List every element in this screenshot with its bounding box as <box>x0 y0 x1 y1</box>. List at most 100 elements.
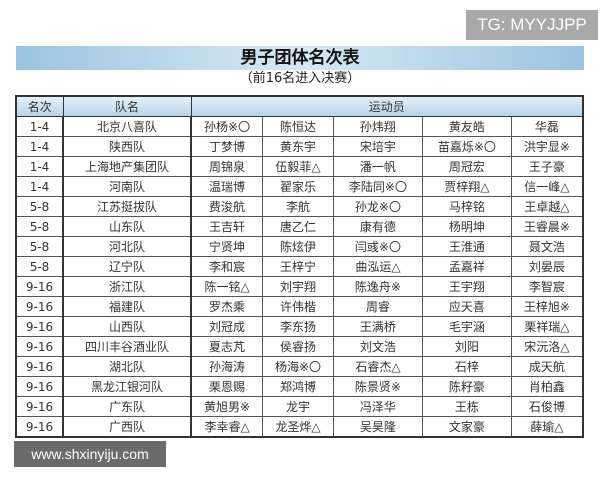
team-cell: 湖北队 <box>62 356 192 377</box>
player-cell: 贾梓翔△ <box>421 176 512 197</box>
header-team: 队名 <box>62 95 192 117</box>
table-row: 5-8 辽宁队 李和宸 王梓宁 曲泓运△ 孟嘉祥 刘晏辰 <box>15 256 584 277</box>
table-row: 9-16 广东队 黄旭男※ 龙宇 冯泽华 王栋 石俊博 <box>15 396 584 417</box>
rank-cell: 9-16 <box>15 336 64 357</box>
ranking-table: 名次 队名 运动员 1-4 北京八喜队 孙杨※〇 陈恒达 孙炜翔 黄友皓 华磊 1-4 陕西队丁… <box>15 95 584 438</box>
player-cell: 石睿杰△ <box>332 356 423 377</box>
watermark-bottom: www.shxinyiju.com <box>14 441 166 467</box>
table-row: 5-8 江苏挺拔队 费浚航 李航 孙龙※〇 马梓铭 王卓越△ <box>15 196 584 217</box>
table-row: 1-4 上海地产集团队 周锦泉 伍毅菲△ 潘一帆 周冠宏 王子豪 <box>15 156 584 177</box>
player-cell: 周冠宏 <box>421 156 512 177</box>
player-cell: 李陆同※〇 <box>332 176 423 197</box>
player-cell: 刘晏辰 <box>510 256 584 277</box>
player-cell: 文家豪 <box>421 416 512 438</box>
player-cell: 康有德 <box>332 216 423 237</box>
team-cell: 广西队 <box>62 416 192 438</box>
team-cell: 福建队 <box>62 296 192 317</box>
player-cell: 宁贤坤 <box>190 236 264 257</box>
player-cell: 唐乙仁 <box>262 216 334 237</box>
team-cell: 四川丰谷酒业队 <box>62 336 192 357</box>
team-cell: 江苏挺拔队 <box>62 196 192 217</box>
player-cell: 费浚航 <box>190 196 264 217</box>
player-cell: 陈逸舟※ <box>332 276 423 297</box>
player-cell: 杨明坤 <box>421 216 512 237</box>
rank-cell: 5-8 <box>15 256 64 277</box>
player-cell: 应天喜 <box>421 296 512 317</box>
rank-cell: 9-16 <box>15 316 64 337</box>
player-cell: 毛宇涵 <box>421 316 512 337</box>
table-row: 9-16 黑龙江银河队 栗恩赐 郑鸿博 陈景贤※ 陈籽豪 肖柏鑫 <box>15 376 584 397</box>
rank-cell: 9-16 <box>15 396 64 417</box>
team-cell: 山东队 <box>62 216 192 237</box>
table-row: 5-8 山东队 王吉轩 唐乙仁 康有德 杨明坤 王睿晨※ <box>15 216 584 237</box>
player-cell: 王梓旭※ <box>510 296 584 317</box>
player-cell: 曲泓运△ <box>332 256 423 277</box>
team-cell: 浙江队 <box>62 276 192 297</box>
player-cell: 栗恩赐 <box>190 376 264 397</box>
team-cell: 上海地产集团队 <box>62 156 192 177</box>
player-cell: 周睿 <box>332 296 423 317</box>
player-cell: 龙圣烨△ <box>262 416 334 438</box>
rank-cell: 9-16 <box>15 416 64 438</box>
table-header-row: 名次 队名 运动员 <box>15 95 584 117</box>
table-row: 5-8 河北队 宁贤坤 陈炫伊 闫彧※〇 王淮通 聂文浩 <box>15 236 584 257</box>
table-row: 9-16 福建队 罗杰乘 许伟楷 周睿 应天喜 王梓旭※ <box>15 296 584 317</box>
player-cell: 黄东宇 <box>262 136 334 157</box>
header-rank: 名次 <box>15 95 64 117</box>
player-cell: 孙海涛 <box>190 356 264 377</box>
player-cell: 苗嘉烁※〇 <box>421 136 512 157</box>
rank-cell: 5-8 <box>15 236 64 257</box>
player-cell: 李航 <box>262 196 334 217</box>
table-row: 9-16 湖北队 孙海涛 杨海※〇 石睿杰△ 石梓 成天航 <box>15 356 584 377</box>
player-cell: 侯睿扬 <box>262 336 334 357</box>
player-cell: 刘冠成 <box>190 316 264 337</box>
rank-cell: 1-4 <box>15 176 64 197</box>
player-cell: 陈恒达 <box>262 116 334 137</box>
player-cell: 刘阳 <box>421 336 512 357</box>
player-cell: 郑鸿博 <box>262 376 334 397</box>
player-cell: 孙炜翔 <box>332 116 423 137</box>
player-cell: 吴昊隆 <box>332 416 423 438</box>
player-cell: 宋沅洛△ <box>510 336 584 357</box>
player-cell: 刘宇翔 <box>262 276 334 297</box>
player-cell: 许伟楷 <box>262 296 334 317</box>
player-cell: 聂文浩 <box>510 236 584 257</box>
player-cell: 丁梦博 <box>190 136 264 157</box>
player-cell: 伍毅菲△ <box>262 156 334 177</box>
team-cell: 辽宁队 <box>62 256 192 277</box>
player-cell: 陈籽豪 <box>421 376 512 397</box>
player-cell: 潘一帆 <box>332 156 423 177</box>
player-cell: 黄旭男※ <box>190 396 264 417</box>
rank-cell: 9-16 <box>15 276 64 297</box>
player-cell: 冯泽华 <box>332 396 423 417</box>
player-cell: 罗杰乘 <box>190 296 264 317</box>
player-cell: 李幸睿△ <box>190 416 264 438</box>
player-cell: 王淮通 <box>421 236 512 257</box>
team-cell: 黑龙江银河队 <box>62 376 192 397</box>
player-cell: 温瑞博 <box>190 176 264 197</box>
watermark-top: TG: MYYJJPP <box>466 10 598 40</box>
rank-cell: 1-4 <box>15 156 64 177</box>
table-row: 1-4 陕西队 丁梦博 黄东宇 宋培宇 苗嘉烁※〇 洪宇显※ <box>15 136 584 157</box>
player-cell: 孙龙※〇 <box>332 196 423 217</box>
page-subtitle: （前16名进入决赛） <box>239 71 361 86</box>
table-row: 1-4 河南队 温瑞博 翟家乐 李陆同※〇 贾梓翔△ 信一峰△ <box>15 176 584 197</box>
player-cell: 闫彧※〇 <box>332 236 423 257</box>
player-cell: 龙宇 <box>262 396 334 417</box>
table-row: 1-4 北京八喜队 孙杨※〇 陈恒达 孙炜翔 黄友皓 华磊 <box>15 116 584 137</box>
player-cell: 王睿晨※ <box>510 216 584 237</box>
player-cell: 成天航 <box>510 356 584 377</box>
team-cell: 陕西队 <box>62 136 192 157</box>
rank-cell: 1-4 <box>15 116 64 137</box>
player-cell: 杨海※〇 <box>262 356 334 377</box>
player-cell: 洪宇显※ <box>510 136 584 157</box>
table-row: 9-16 山西队 刘冠成 李东扬 王满桥 毛宇涵 栗祥瑞△ <box>15 316 584 337</box>
player-cell: 刘文浩 <box>332 336 423 357</box>
player-cell: 夏志芃 <box>190 336 264 357</box>
player-cell: 肖柏鑫 <box>510 376 584 397</box>
player-cell: 王子豪 <box>510 156 584 177</box>
player-cell: 薛瑜△ <box>510 416 584 438</box>
player-cell: 孙杨※〇 <box>190 116 264 137</box>
rank-cell: 5-8 <box>15 196 64 217</box>
player-cell: 陈炫伊 <box>262 236 334 257</box>
